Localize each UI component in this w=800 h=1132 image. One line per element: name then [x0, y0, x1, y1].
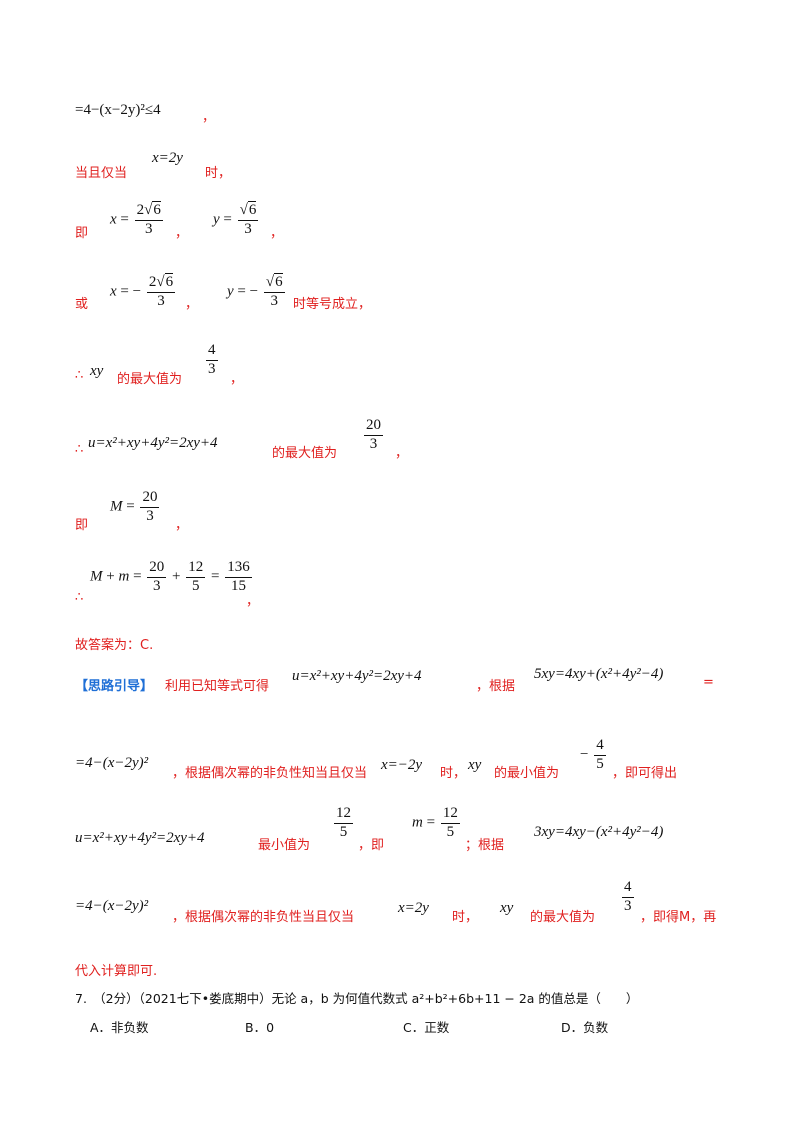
text-time: 时， — [205, 166, 232, 181]
punct: ， — [175, 518, 189, 533]
option-b: B．0 — [245, 1020, 275, 1035]
hint-text: 最小值为 — [258, 838, 311, 853]
math-20-3: 20 3 — [364, 417, 383, 452]
punct: ， — [395, 446, 409, 461]
hint-math-xy: xy — [468, 757, 482, 773]
math-line-1: =4−(x−2y)²≤4 — [75, 102, 161, 118]
punct: ， — [246, 594, 260, 609]
text-when: 当且仅当 — [75, 166, 128, 181]
answer-line: 故答案为：C. — [75, 638, 154, 653]
math-M-value: M = 20 3 — [110, 489, 160, 524]
math-y-value: y = √6 3 — [213, 201, 259, 237]
hint-math-12-5: 12 5 — [334, 805, 353, 840]
hint-text: ，即可得出 — [612, 766, 678, 781]
punct: ， — [270, 226, 284, 241]
hint-text: ；根据 — [465, 838, 505, 853]
hint-math-m: m = 12 5 — [412, 805, 460, 840]
question-stem: 7. （2分）（2021七下•娄底期中）无论 a，b 为何值代数式 a²+b²+… — [75, 991, 639, 1006]
hint-math-square: =4−(x−2y)² — [75, 898, 149, 914]
text-ie: 即 — [75, 518, 89, 533]
punct: ， — [185, 297, 199, 312]
hint-math-cond: x=2y — [398, 900, 429, 916]
option-c: C．正数 — [403, 1020, 450, 1035]
hint-text: ，根据 — [476, 679, 516, 694]
option-d: D．负数 — [561, 1020, 609, 1035]
hint-math-5xy: 5xy=4xy+(x²+4y²−4) — [534, 666, 664, 682]
hint-text: ，根据偶次幂的非负性知当且仅当 — [172, 766, 368, 781]
math-xy: xy — [90, 363, 104, 379]
hint-text: ，即得M，再 — [640, 910, 717, 925]
math-u-expr: u=x²+xy+4y²=2xy+4 — [88, 435, 218, 451]
hint-text: 的最小值为 — [494, 766, 560, 781]
text-equality: 时等号成立， — [293, 297, 372, 312]
punct: ， — [202, 110, 216, 125]
hint-label: 【思路引导】 — [75, 679, 154, 694]
hint-text: 时， — [440, 766, 467, 781]
hint-text: 的最大值为 — [530, 910, 596, 925]
therefore: ∴ — [75, 368, 84, 383]
hint-math-xy: xy — [500, 900, 514, 916]
math-x-value: x = 2√6 3 — [110, 201, 163, 237]
text-ie: 即 — [75, 226, 89, 241]
hint-math-square: =4−(x−2y)² — [75, 755, 149, 771]
hint-eq: = — [703, 675, 714, 690]
therefore: ∴ — [75, 442, 84, 457]
text-max: 的最大值为 — [117, 372, 183, 387]
text-max: 的最大值为 — [272, 446, 338, 461]
hint-math-3xy: 3xy=4xy−(x²+4y²−4) — [534, 824, 664, 840]
math-condition: x=2y — [152, 150, 183, 166]
hint-math-cond: x=−2y — [381, 757, 423, 773]
math-sum: M + m = 20 3 + 12 5 = 136 15 — [90, 559, 252, 594]
math-y-neg: y = − √6 3 — [227, 273, 285, 309]
hint-text: 时， — [452, 910, 479, 925]
hint-text: ，根据偶次幂的非负性当且仅当 — [172, 910, 355, 925]
hint-math-u: u=x²+xy+4y²=2xy+4 — [75, 830, 205, 846]
therefore: ∴ — [75, 590, 84, 605]
hint-math-u: u=x²+xy+4y²=2xy+4 — [292, 668, 422, 684]
option-a: A．非负数 — [90, 1020, 149, 1035]
text-or: 或 — [75, 297, 89, 312]
math-x-neg: x = − 2√6 3 — [110, 273, 176, 309]
punct: ， — [230, 372, 244, 387]
punct: ， — [175, 226, 189, 241]
hint-text: 利用已知等式可得 — [165, 679, 270, 694]
hint-text: ，即 — [358, 838, 385, 853]
hint-text: 代入计算即可. — [75, 964, 158, 979]
